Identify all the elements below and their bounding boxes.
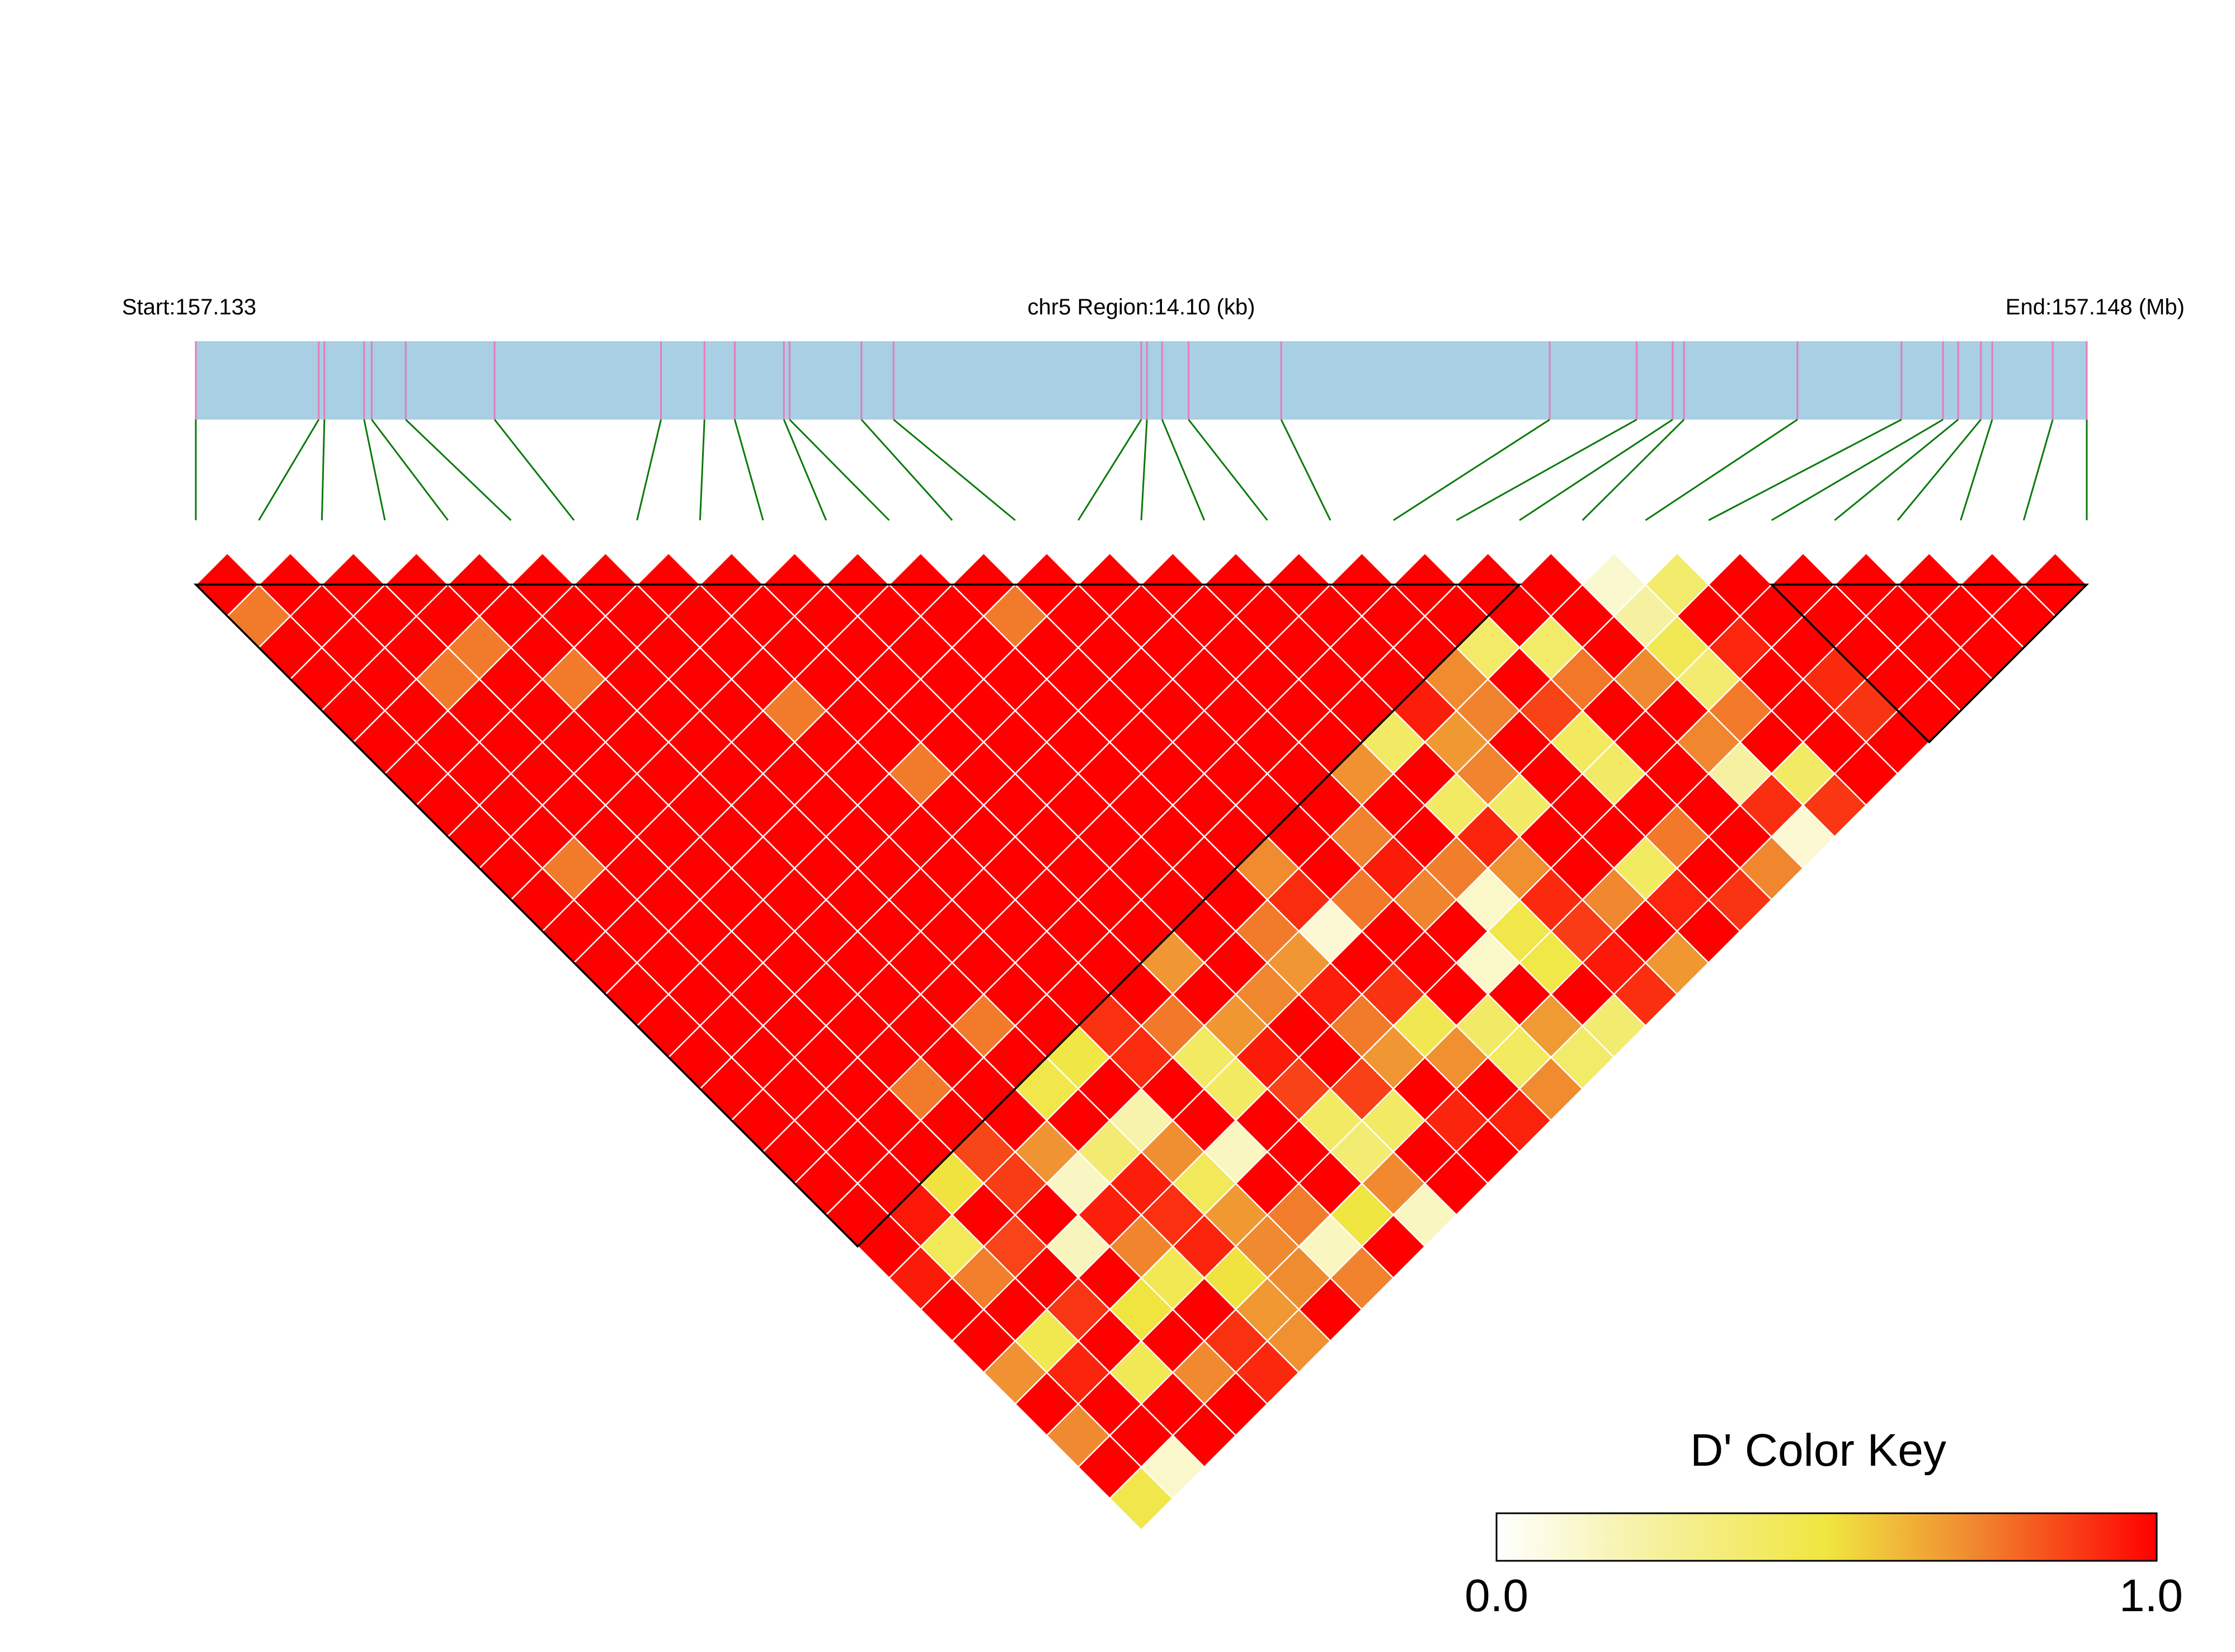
snp-connector-line xyxy=(1161,419,1206,521)
snp-connector-line xyxy=(363,419,386,521)
snp-connector-line xyxy=(1582,418,1685,521)
snp-connector-line xyxy=(321,419,326,521)
color-key-min-label: 0.0 xyxy=(1465,1570,1528,1621)
color-key: D' Color Key 0.0 1.0 xyxy=(1465,1425,2183,1621)
snp-connector-line xyxy=(1140,419,1148,521)
snp-connector-lines xyxy=(195,418,2088,521)
ld-block-outline xyxy=(193,583,1522,1248)
snp-connector-line xyxy=(1519,418,1673,521)
snp-connector-line xyxy=(405,418,512,521)
snp-connector-line xyxy=(893,418,1016,521)
snp-connector-line xyxy=(371,419,449,521)
snp-connector-line xyxy=(258,419,319,521)
snp-connector-line xyxy=(1960,419,1993,521)
ld-cells xyxy=(195,552,2088,1531)
snp-connector-line xyxy=(2022,419,2054,521)
color-key-max-label: 1.0 xyxy=(2119,1570,2183,1621)
snp-connector-line xyxy=(789,418,890,521)
color-key-gradient-bar xyxy=(1495,1512,2158,1562)
snp-connector-line xyxy=(1897,419,1982,521)
snp-connector-line xyxy=(699,419,705,521)
snp-connector-line xyxy=(1280,419,1331,521)
snp-connector-line xyxy=(1077,419,1142,521)
color-key-title: D' Color Key xyxy=(1690,1425,1946,1476)
region-title-label: chr5 Region:14.10 (kb) xyxy=(1028,295,1255,319)
ld-block-outline xyxy=(1769,583,2090,744)
snp-connector-line xyxy=(860,418,953,521)
snp-connector-line xyxy=(1645,418,1798,521)
snp-connector-line xyxy=(733,419,764,521)
snp-connector-line xyxy=(1392,418,1550,521)
snp-connector-line xyxy=(1708,418,1902,521)
snp-connector-line xyxy=(636,419,662,521)
snp-connector-line xyxy=(1456,418,1638,521)
snp-position-ticks xyxy=(195,341,2088,420)
snp-connector-line xyxy=(493,419,575,521)
snp-connector-line xyxy=(1771,418,1944,521)
snp-connector-line xyxy=(783,419,827,521)
ld-block-outlines xyxy=(193,583,2090,1248)
snp-connector-line xyxy=(1834,418,1959,521)
region-end-label: End:157.148 (Mb) xyxy=(2006,295,2185,319)
snp-connector-line xyxy=(1188,419,1268,521)
region-start-label: Start:157.133 xyxy=(122,295,256,319)
